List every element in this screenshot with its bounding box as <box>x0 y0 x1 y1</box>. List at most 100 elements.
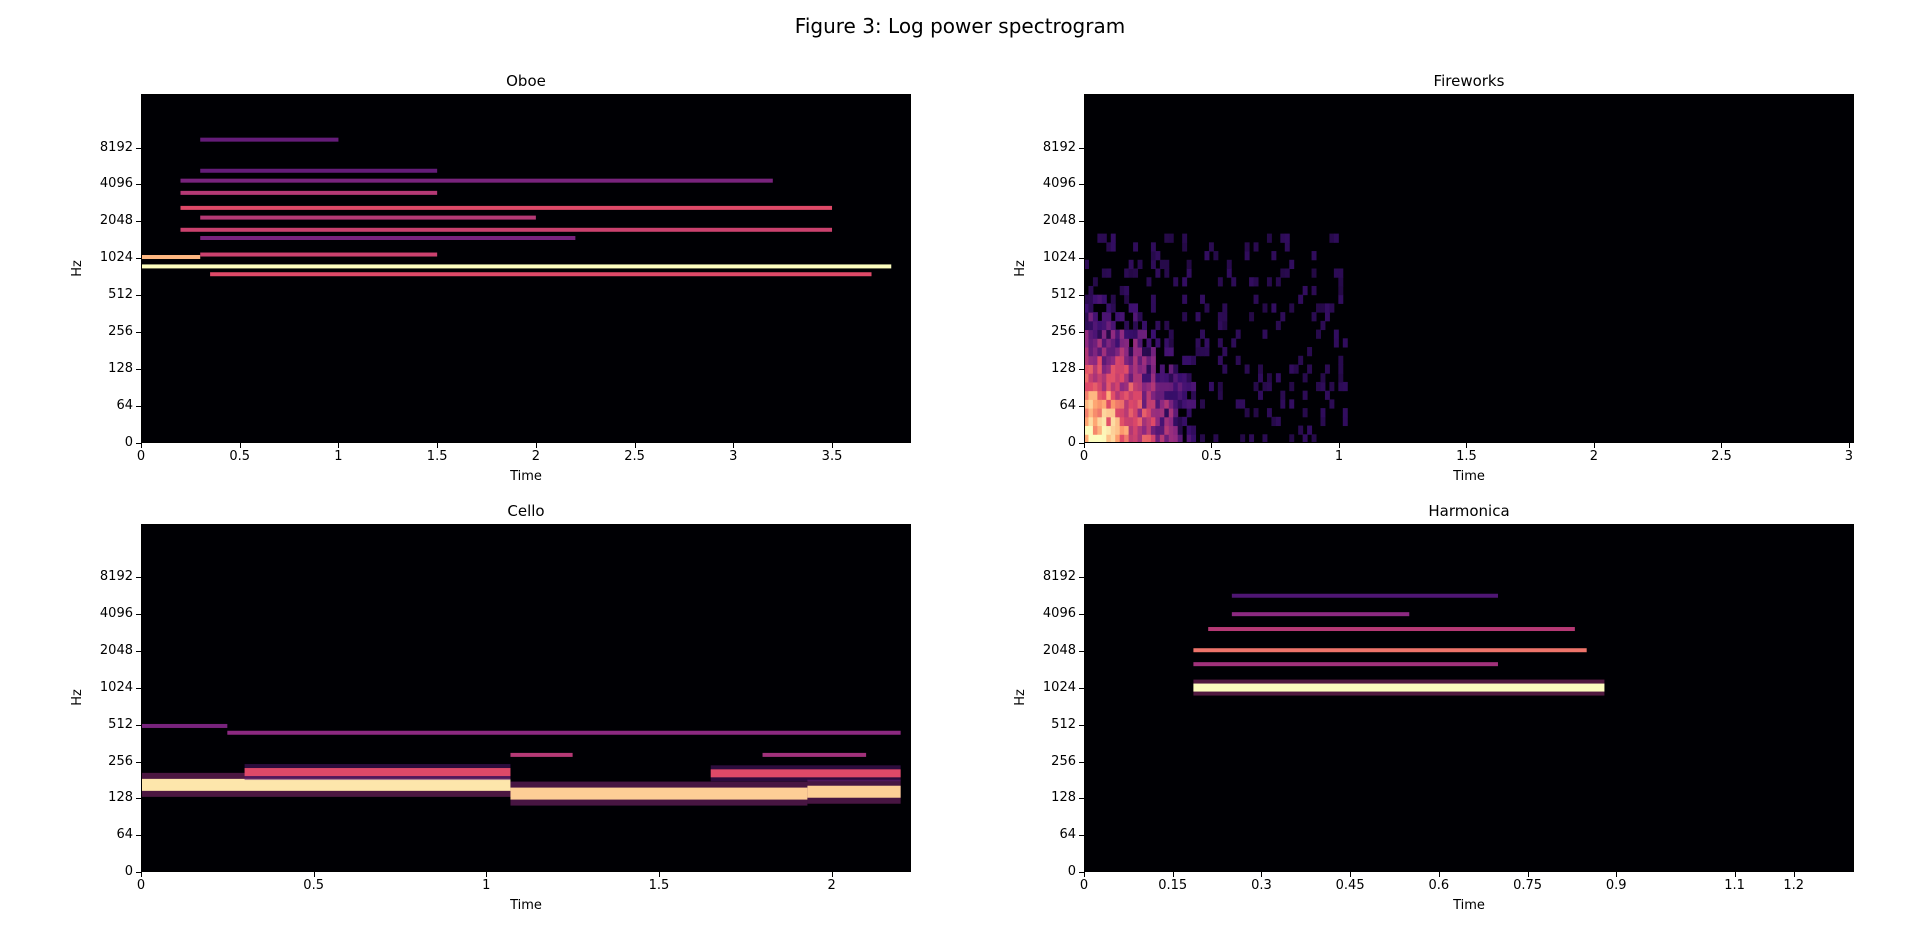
spectrogram-cell <box>1155 416 1161 427</box>
y-tick-label: 64 <box>116 398 133 414</box>
spectrogram-cell <box>1133 242 1139 252</box>
spectrogram-cell <box>1280 233 1286 243</box>
spectrogram-cell <box>1137 434 1143 443</box>
x-tick-mark <box>313 872 315 877</box>
y-tick-label: 0 <box>124 864 133 879</box>
spectrogram-cell <box>1115 425 1121 435</box>
spectrogram-cell <box>1101 364 1107 374</box>
spectrogram-cell <box>1226 259 1232 269</box>
spectrogram-cell <box>1186 259 1192 269</box>
x-tick-mark <box>832 443 834 448</box>
spectrogram-cell <box>1289 303 1295 313</box>
spectral-band <box>1231 593 1498 598</box>
spectrogram-cell <box>1155 399 1161 409</box>
spectrogram-cell <box>1097 425 1103 435</box>
spectrogram-cell <box>1164 233 1170 243</box>
x-tick-label: 0.9 <box>1605 878 1627 893</box>
spectrogram-cell <box>1088 312 1094 322</box>
x-tick-mark <box>535 443 537 448</box>
spectrogram-cell <box>1124 347 1130 357</box>
y-tick-mark <box>136 835 141 837</box>
spectrogram-cell <box>1142 381 1147 392</box>
spectrogram-cell <box>1110 242 1116 252</box>
spectrogram-cell <box>1115 338 1121 348</box>
spectrogram-cell <box>1173 408 1179 418</box>
spectrogram-cell <box>1298 294 1304 304</box>
spectrogram-cell <box>1235 355 1241 365</box>
spectrogram-cell <box>1097 364 1103 374</box>
spectrogram-cell <box>1240 399 1246 409</box>
y-tick-mark <box>136 872 141 873</box>
spectrogram-cell <box>1204 338 1210 348</box>
x-tick-label: 1.5 <box>426 449 448 464</box>
spectrogram-cell <box>1146 373 1152 383</box>
spectrogram-cell <box>1119 355 1125 365</box>
spectrogram-cell <box>1338 373 1344 383</box>
spectrogram-cell <box>1311 312 1317 322</box>
x-tick-label: 0.15 <box>1158 878 1188 893</box>
spectrogram-cell <box>1133 399 1139 409</box>
spectrogram-cell <box>1182 399 1188 409</box>
spectrogram-cell <box>1307 347 1313 357</box>
spectrogram-cell <box>1329 399 1335 409</box>
spectrogram-cell <box>1173 277 1179 287</box>
x-tick-mark <box>1466 443 1468 448</box>
spectrogram-cell <box>1097 338 1103 348</box>
spectrogram-cell <box>1324 390 1330 400</box>
spectrogram-cell <box>1262 434 1268 443</box>
spectrogram-cell <box>1182 277 1188 287</box>
spectrogram-cell <box>1182 242 1188 252</box>
spectrogram-cell <box>1191 425 1197 435</box>
spectrogram-cell <box>1311 434 1317 443</box>
spectral-band <box>200 236 576 241</box>
spectrogram-cell <box>1262 329 1268 339</box>
spectrogram-cell <box>1084 381 1089 392</box>
spectrogram-cell <box>1088 373 1094 383</box>
y-tick-mark <box>1079 184 1084 186</box>
spectrogram-cell <box>1164 259 1170 269</box>
spectrogram-cell <box>1115 373 1121 383</box>
spectrogram-cell <box>1101 408 1107 418</box>
spectrogram-cell <box>1320 408 1326 418</box>
spectrogram-cell <box>1164 425 1170 435</box>
spectrogram-cell <box>1164 399 1170 409</box>
y-tick-mark <box>1079 443 1084 444</box>
x-tick-label: 1 <box>1334 449 1344 464</box>
y-tick-label: 256 <box>108 753 133 769</box>
spectrogram-cell <box>1200 294 1205 304</box>
spectrogram-cell <box>1168 434 1174 443</box>
spectrogram-cell <box>1266 277 1272 287</box>
spectrogram-cell <box>1280 399 1286 409</box>
y-tick-mark <box>136 798 141 800</box>
spectrogram-cell <box>1110 390 1116 400</box>
spectrogram-cell <box>1168 338 1174 348</box>
spectrogram-cell <box>1124 425 1130 435</box>
spectral-band <box>710 769 901 778</box>
spectrogram-plot <box>141 723 901 806</box>
spectrogram-cell <box>1092 355 1098 365</box>
spectrogram-cell <box>1142 364 1147 374</box>
spectrogram-cell <box>1155 320 1161 331</box>
spectrogram-cell <box>1168 347 1174 357</box>
spectrogram-cell <box>1115 329 1121 339</box>
spectrogram-cell <box>1150 390 1156 400</box>
spectrogram-cell <box>1088 355 1094 365</box>
spectrogram-cell <box>1150 259 1156 269</box>
spectrogram-cell <box>1115 399 1121 409</box>
spectrogram-cell <box>1146 381 1152 392</box>
spectrogram-cell <box>1191 390 1197 400</box>
x-axis-label: Time <box>510 469 542 484</box>
spectrogram-cell <box>1266 381 1272 392</box>
y-tick-mark <box>136 295 141 297</box>
spectrogram-cell <box>1119 347 1125 357</box>
spectrogram-cell <box>1266 373 1272 383</box>
spectrogram-cell <box>1266 408 1272 418</box>
spectrogram-cell <box>1150 416 1156 427</box>
spectrogram-cell <box>1110 329 1116 339</box>
spectrogram-cell <box>1307 364 1313 374</box>
spectrogram-cell <box>1316 329 1321 339</box>
y-tick-mark <box>1079 614 1084 616</box>
spectrogram-cell <box>1084 364 1089 374</box>
spectrogram-cell <box>1084 312 1089 322</box>
spectral-band <box>141 255 201 260</box>
